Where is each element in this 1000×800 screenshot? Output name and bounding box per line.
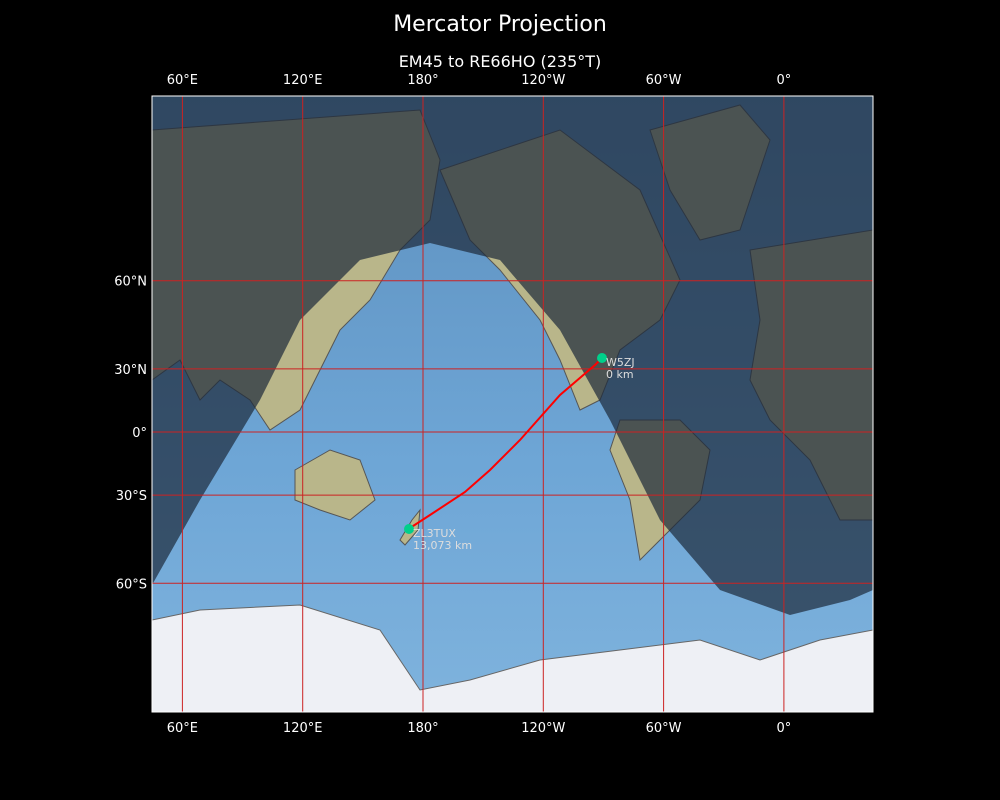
night-shading — [152, 96, 873, 615]
lon-tick-label-bottom: 180° — [407, 721, 438, 736]
station-distance: 13,073 km — [413, 539, 472, 552]
lon-tick-label-bottom: 120°E — [283, 721, 323, 736]
station-marker[interactable] — [597, 353, 607, 363]
lat-tick-label: 30°N — [114, 363, 147, 378]
graticule — [152, 96, 873, 712]
lat-tick-label: 0° — [132, 426, 147, 441]
station-call: ZL3TUX — [413, 527, 456, 540]
station-call: W5ZJ — [606, 356, 635, 369]
lon-tick-label-top: 60°E — [167, 73, 198, 88]
map-subtitle: EM45 to RE66HO (235°T) — [398, 52, 602, 71]
australia — [294, 449, 376, 521]
lon-tick-label-top: 120°E — [283, 73, 323, 88]
station-marker[interactable] — [404, 524, 414, 534]
lon-tick-label-top: 60°W — [646, 73, 682, 88]
lon-tick-label-top: 180° — [407, 73, 438, 88]
figure-title: Mercator Projection — [393, 12, 607, 37]
lon-tick-label-top: 0° — [777, 73, 792, 88]
lon-tick-label-bottom: 120°W — [521, 721, 565, 736]
lon-tick-label-bottom: 60°W — [646, 721, 682, 736]
lat-tick-label: 60°S — [116, 577, 147, 592]
lon-tick-label-top: 120°W — [521, 73, 565, 88]
lat-tick-label: 30°S — [116, 489, 147, 504]
lon-tick-label-bottom: 60°E — [167, 721, 198, 736]
lat-tick-label: 60°N — [114, 275, 147, 290]
station-distance: 0 km — [606, 368, 634, 381]
antarctica — [152, 604, 873, 712]
great-circle-path — [409, 357, 603, 529]
map-frame — [151, 95, 874, 713]
lon-tick-label-bottom: 0° — [777, 721, 792, 736]
